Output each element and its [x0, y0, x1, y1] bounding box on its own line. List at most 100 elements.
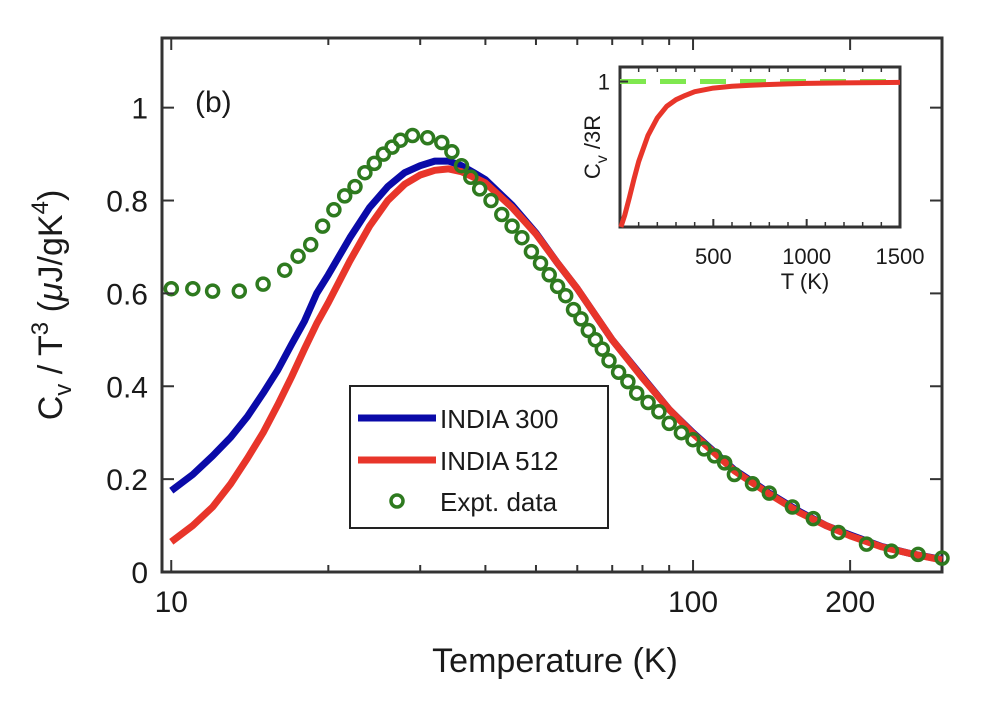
data-point-expt-data	[594, 341, 611, 357]
inset-x-tick-label: 500	[695, 244, 732, 269]
data-point-expt-data	[784, 499, 801, 515]
legend-label-india-512: INDIA 512	[440, 446, 559, 476]
inset-y-title-rest: /3R	[580, 115, 605, 155]
data-point-expt-data	[419, 130, 436, 146]
data-point-expt-data	[483, 192, 499, 209]
data-point-expt-data	[494, 206, 510, 223]
data-point-expt-data	[347, 178, 363, 195]
x-tick-label: 10	[155, 586, 188, 619]
inset-plot: 500 1000 1500 1 T (K) Cv /3R	[580, 65, 925, 294]
data-point-expt-data	[761, 485, 778, 501]
data-point-expt-data	[726, 466, 743, 483]
data-point-expt-data	[514, 229, 530, 246]
data-point-expt-data	[673, 424, 690, 441]
data-point-expt-data	[883, 543, 900, 559]
inset-y-axis-title: Cv /3R	[580, 115, 611, 179]
y-axis-ticks: 0 0.2 0.4 0.6 0.8 1	[106, 93, 942, 590]
y-title-mu: μ	[32, 282, 70, 302]
data-point-expt-data	[651, 404, 667, 420]
x-axis-title: Temperature (K)	[432, 642, 678, 680]
y-title-unit-sup: 4	[27, 201, 54, 214]
data-point-expt-data	[573, 311, 589, 327]
legend: INDIA 300 INDIA 512 Expt. data	[349, 385, 609, 529]
y-title-sub: v	[50, 384, 77, 396]
data-point-expt-data	[357, 164, 373, 181]
data-point-expt-data	[463, 169, 479, 186]
data-point-expt-data	[580, 322, 597, 339]
legend-label-india-300: INDIA 300	[440, 404, 559, 434]
data-point-expt-data	[276, 262, 293, 278]
data-point-expt-data	[163, 280, 180, 297]
data-point-expt-data	[231, 283, 248, 299]
data-point-expt-data	[661, 415, 677, 432]
panel-label: (b)	[195, 86, 232, 119]
inset-x-axis-ticks: 500 1000 1500	[637, 67, 925, 269]
y-tick-label: 0	[131, 557, 148, 590]
data-point-expt-data	[640, 394, 656, 411]
data-point-expt-data	[744, 476, 761, 492]
data-point-expt-data	[858, 536, 875, 552]
data-point-expt-data	[706, 448, 723, 464]
inset-y-title-main: C	[580, 163, 605, 179]
inset-y-title-sub: v	[594, 155, 611, 163]
x-tick-label: 200	[825, 586, 875, 619]
data-point-expt-data	[549, 278, 566, 295]
data-point-expt-data	[471, 181, 488, 197]
data-point-expt-data	[444, 144, 460, 160]
data-point-expt-data	[628, 385, 645, 401]
inset-marks	[618, 79, 901, 228]
data-point-expt-data	[565, 301, 582, 318]
data-point-expt-data	[620, 373, 636, 390]
data-point-expt-data	[541, 267, 557, 283]
y-title-sup: 3	[27, 322, 54, 335]
data-point-expt-data	[716, 455, 733, 471]
data-point-expt-data	[302, 236, 319, 253]
inset-x-tick-label: 1000	[782, 244, 831, 269]
data-point-expt-data	[204, 283, 221, 299]
main-marks	[163, 127, 950, 566]
data-point-expt-data	[910, 546, 926, 563]
y-title-main: C	[32, 396, 70, 421]
data-point-expt-data	[255, 276, 271, 292]
x-tick-label: 100	[668, 586, 718, 619]
y-title-unit: J/gK	[32, 214, 70, 282]
inset-series-line	[618, 79, 901, 228]
data-point-expt-data	[557, 287, 574, 304]
legend-label-expt: Expt. data	[440, 487, 558, 517]
y-title-unit-open: (	[32, 300, 70, 321]
data-point-expt-data	[523, 243, 540, 260]
data-point-expt-data	[830, 524, 847, 541]
data-point-expt-data	[532, 255, 549, 271]
data-point-expt-data	[336, 188, 353, 204]
y-tick-label: 0.8	[106, 186, 148, 219]
y-title-unit-close: )	[32, 190, 70, 201]
data-point-expt-data	[290, 248, 306, 264]
inset-frame	[618, 65, 902, 229]
data-point-expt-data	[453, 157, 470, 174]
y-tick-label: 0.4	[106, 371, 148, 404]
y-tick-label: 0.6	[106, 278, 148, 311]
data-point-expt-data	[610, 364, 627, 381]
x-axis-ticks: 10 100 200	[155, 38, 875, 619]
inset-x-axis-title: T (K)	[781, 269, 829, 294]
data-point-expt-data	[685, 431, 701, 448]
y-title-mid: / T	[32, 335, 70, 384]
data-point-expt-data	[404, 127, 421, 144]
data-point-expt-data	[314, 218, 331, 234]
y-tick-label: 1	[131, 93, 148, 126]
data-point-expt-data	[185, 280, 201, 297]
data-point-expt-data	[326, 202, 342, 218]
data-point-expt-data	[805, 510, 822, 527]
legend-marker-expt	[389, 493, 405, 509]
data-point-expt-data	[696, 441, 712, 457]
inset-y-axis-ticks: 1	[598, 70, 628, 95]
data-point-expt-data	[434, 134, 450, 151]
data-point-expt-data	[601, 352, 617, 369]
inset-x-tick-label: 1500	[876, 244, 925, 269]
inset-y-tick-label: 1	[598, 70, 610, 95]
y-axis-title: Cv / T3 (μJ/gK4)	[27, 190, 77, 421]
data-point-expt-data	[504, 218, 520, 234]
data-point-expt-data	[366, 155, 383, 172]
data-point-expt-data	[934, 550, 950, 566]
